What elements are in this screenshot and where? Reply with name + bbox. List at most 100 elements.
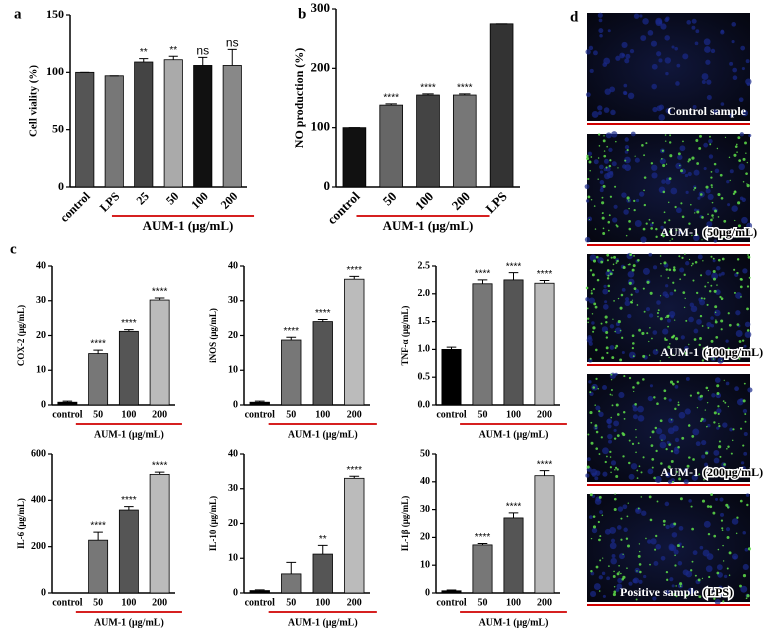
fluorescence (663, 523, 666, 526)
nucleus (732, 75, 738, 81)
nucleus (652, 265, 658, 270)
fluorescence (692, 279, 695, 282)
fluorescence (608, 164, 612, 168)
fluorescence (589, 357, 592, 360)
fluorescence (631, 347, 634, 350)
nucleus (611, 554, 616, 558)
fluorescence (628, 200, 630, 202)
nucleus (586, 336, 593, 343)
fluorescence (637, 258, 640, 262)
nucleus (591, 527, 598, 534)
nucleus (706, 79, 712, 85)
fluorescence (643, 310, 646, 313)
fluorescence (616, 225, 619, 228)
x-tick-label: 50 (163, 189, 181, 207)
nucleus (609, 542, 617, 550)
fluorescence (736, 271, 739, 275)
fluorescence (643, 176, 647, 179)
fluorescence (668, 356, 670, 359)
fluorescence (712, 257, 715, 260)
fluorescence (677, 152, 681, 156)
error-bar (385, 103, 397, 106)
nucleus (684, 345, 689, 351)
nucleus (725, 339, 729, 343)
nucleus (654, 476, 662, 483)
fluorescence (648, 495, 652, 499)
fluorescence (678, 477, 682, 481)
fluorescence (590, 199, 593, 201)
nucleus (739, 196, 744, 201)
nucleus (740, 585, 748, 593)
fluorescence (663, 261, 667, 265)
nucleus (689, 302, 695, 308)
fluorescence (683, 273, 686, 276)
fluorescence (673, 266, 676, 269)
fluorescence (626, 515, 629, 518)
x-tick-label: control (245, 409, 276, 420)
fluorescence (612, 263, 615, 266)
nucleus (701, 439, 707, 446)
fluorescence (648, 340, 650, 343)
fluorescence (746, 329, 750, 332)
nucleus (669, 577, 674, 582)
fluorescence (628, 207, 630, 210)
x-tick-label: 100 (412, 189, 436, 213)
fluorescence (617, 297, 620, 300)
x-tick-label: 100 (315, 409, 330, 420)
nucleus (647, 395, 654, 402)
fluorescence (720, 359, 723, 361)
nucleus (634, 157, 640, 163)
fluorescence (617, 319, 621, 324)
nucleus (745, 59, 750, 64)
nucleus (687, 171, 692, 177)
fluorescence (673, 319, 676, 321)
fluorescence (721, 257, 725, 261)
fluorescence (678, 255, 681, 258)
fluorescence (602, 232, 606, 235)
fluorescence (747, 254, 749, 256)
nucleus (599, 510, 603, 514)
nucleus (655, 543, 662, 550)
fluorescence (744, 420, 747, 423)
fluorescence (665, 447, 668, 451)
fluorescence (614, 466, 618, 469)
fluorescence (727, 312, 730, 315)
fluorescence (606, 277, 610, 280)
y-tick-label: 30 (36, 295, 46, 306)
nucleus (618, 391, 625, 399)
bar (104, 75, 124, 188)
significance: **** (346, 465, 362, 476)
bar (118, 509, 139, 594)
fluorescence (696, 407, 699, 409)
fluorescence (677, 403, 680, 406)
nucleus (616, 583, 623, 590)
fluorescence (707, 326, 710, 329)
fluorescence (670, 460, 674, 463)
fluorescence (669, 342, 671, 345)
nucleus (674, 385, 679, 389)
fluorescence (714, 305, 718, 309)
fluorescence (727, 405, 730, 408)
fluorescence (637, 442, 640, 445)
nucleus (720, 102, 725, 106)
nucleus (609, 345, 615, 350)
nucleus (623, 83, 628, 88)
nucleus (741, 66, 745, 71)
nucleus (607, 433, 613, 440)
nucleus (718, 593, 723, 598)
bar (134, 61, 154, 188)
nucleus (647, 468, 654, 475)
fluorescence (646, 280, 650, 284)
nucleus (746, 222, 753, 229)
bar (249, 401, 270, 406)
nucleus (662, 328, 669, 335)
nucleus (714, 168, 720, 174)
fluorescence (631, 442, 635, 445)
fluorescence (691, 156, 695, 160)
nucleus (658, 114, 665, 121)
nucleus (599, 164, 604, 170)
x-tick-label: control (324, 188, 363, 227)
fluorescence (717, 548, 720, 551)
fluorescence (742, 180, 745, 183)
fluorescence (614, 493, 616, 495)
